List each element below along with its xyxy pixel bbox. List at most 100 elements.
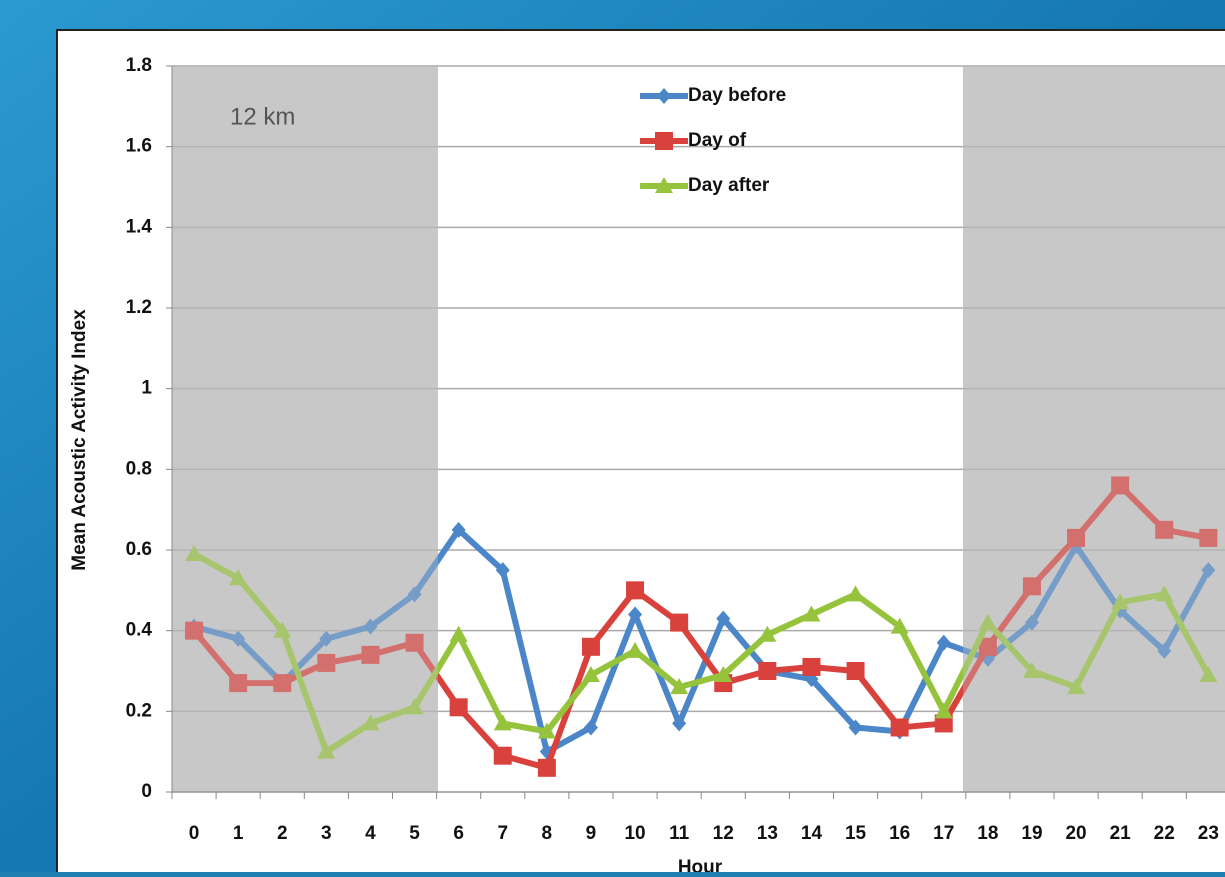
marker [802,657,821,676]
marker [655,177,673,193]
night-shade [963,66,1225,792]
marker [581,666,600,683]
marker [657,88,671,104]
marker [978,613,997,630]
y-tick-label: 0.6 [126,539,152,560]
x-tick-label: 0 [189,823,200,844]
marker [185,545,204,562]
plot [185,476,1218,777]
marker [363,618,378,635]
x-tick-label: 15 [845,823,867,844]
marker [185,621,204,640]
marker [714,666,733,683]
x-tick-label: 13 [757,823,778,844]
marker [1111,476,1130,495]
x-tick-label: 23 [1198,823,1219,844]
marker [1022,577,1041,596]
marker [758,625,777,642]
marker [802,605,821,622]
x-tick-label: 3 [321,823,332,844]
x-tick-label: 14 [801,823,823,844]
marker [407,586,422,603]
x-tick-label: 9 [586,823,597,844]
series-line [193,526,1211,755]
x-tick-label: 7 [497,823,508,844]
marker [451,521,466,538]
x-tick-label: 21 [1110,823,1132,844]
marker [317,653,336,672]
x-tick-label: 5 [409,823,420,844]
marker [672,715,687,732]
legend-label: Day before [688,85,786,106]
y-tick-label: 1 [141,378,152,399]
marker [1022,662,1041,678]
marker [537,722,556,739]
marker [229,674,248,693]
marker [405,698,424,715]
x-tick-label: 6 [453,823,464,844]
marker [1199,666,1218,683]
marker [1067,678,1086,695]
marker [361,714,380,731]
marker [273,674,292,693]
marker [1201,562,1216,579]
marker [1067,528,1086,547]
marker [890,718,909,737]
marker [628,606,643,623]
y-tick-label: 1.2 [126,297,152,318]
marker [537,758,556,777]
marker [670,678,689,695]
x-tick-label: 4 [365,823,376,844]
marker [626,641,645,658]
x-tick-label: 1 [233,823,244,844]
marker [758,662,777,680]
marker [670,613,689,632]
marker [231,630,246,647]
x-tick-label: 2 [277,823,288,844]
marker [890,617,909,634]
marker [361,645,380,664]
night-overlay [963,66,1225,792]
marker [1199,528,1218,547]
legend-label: Day of [688,130,747,151]
x-tick-label: 20 [1065,823,1086,844]
x-tick-label: 8 [542,823,553,844]
axes: 00.20.40.60.811.21.41.61.80 1 2 3 4 5 6 7 8 9 10 11… [126,55,1225,844]
marker [273,621,292,638]
x-tick-label: 16 [889,823,910,844]
y-tick-label: 1.8 [126,55,152,76]
marker [626,581,645,600]
marker [493,714,512,731]
marker [581,637,600,656]
marker [317,742,336,759]
y-tick-label: 1.6 [126,136,152,157]
marker [449,698,468,717]
marker [978,637,997,656]
x-tick-label: 18 [977,823,998,844]
x-tick-label: 22 [1154,823,1175,844]
y-axis-label: Mean Acoustic Activity Index [69,309,90,571]
marker [1024,614,1039,631]
y-tick-label: 0.8 [126,458,152,479]
marker [846,585,865,602]
y-tick-label: 1.4 [126,216,153,237]
marker [716,610,731,627]
y-tick-label: 0.4 [126,620,153,641]
marker [655,132,673,150]
y-tick-label: 0 [141,781,152,802]
marker [493,746,512,765]
marker [936,634,951,651]
marker [1155,585,1174,602]
x-tick-label: 10 [624,823,645,844]
legend-label: Day after [688,175,770,196]
marker [319,630,334,647]
y-tick-label: 0.2 [126,700,152,721]
x-axis-label: Hour [678,857,723,872]
marker [1157,642,1172,659]
marker [495,562,510,579]
marker [1111,593,1130,610]
x-tick-label: 11 [669,823,690,844]
marker [934,702,953,719]
